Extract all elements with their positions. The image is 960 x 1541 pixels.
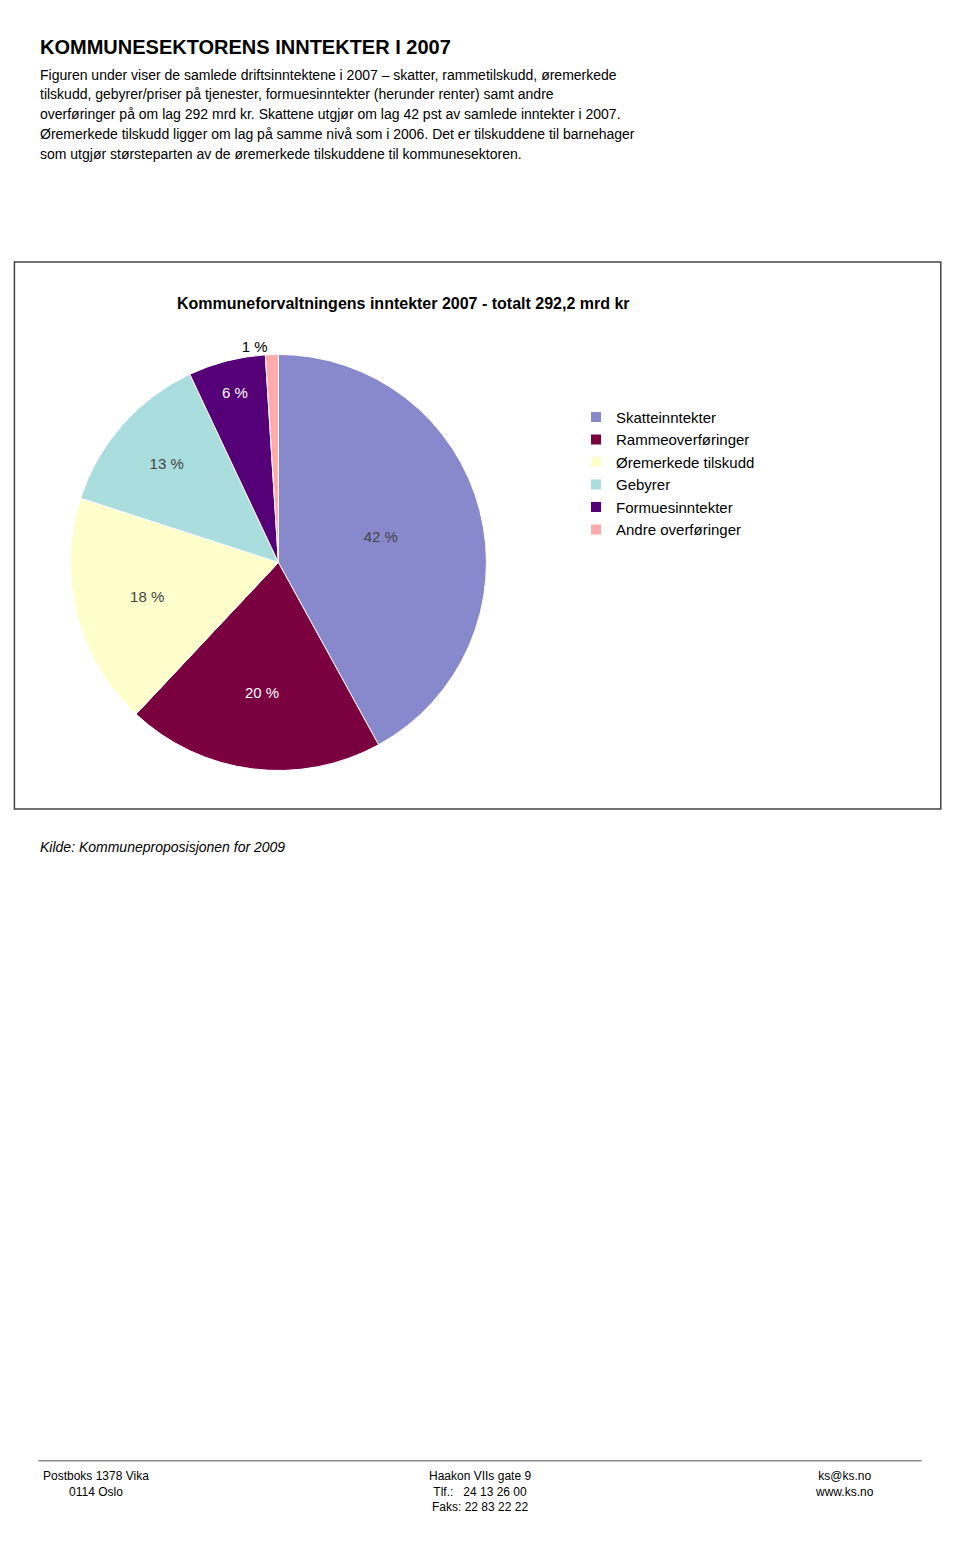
svg-text:som utgjør størsteparten av de: som utgjør størsteparten av de øremerked… [40, 146, 522, 162]
svg-text:1 %: 1 % [242, 338, 268, 355]
svg-text:KOMMUNESEKTORENS INNTEKTER I 2: KOMMUNESEKTORENS INNTEKTER I 2007 [40, 36, 451, 58]
svg-text:overføringer på om lag 292 mrd: overføringer på om lag 292 mrd kr. Skatt… [40, 106, 621, 122]
svg-text:tilskudd, gebyrer/priser på tj: tilskudd, gebyrer/priser på tjenester, f… [40, 86, 554, 102]
svg-text:18 %: 18 % [130, 588, 164, 605]
svg-text:Øremerkede tilskudd ligger om: Øremerkede tilskudd ligger om lag på sam… [40, 126, 635, 142]
svg-text:Rammeoverføringer: Rammeoverføringer [616, 431, 749, 448]
svg-text:Skatteinntekter: Skatteinntekter [616, 409, 716, 426]
svg-text:Kommuneforvaltningens inntekte: Kommuneforvaltningens inntekter 2007 - t… [177, 295, 630, 312]
svg-text:Øremerkede tilskudd: Øremerkede tilskudd [616, 454, 754, 471]
svg-text:Figuren under viser de samlede: Figuren under viser de samlede driftsinn… [40, 67, 617, 83]
svg-text:20 %: 20 % [245, 684, 279, 701]
svg-text:Haakon VIIs gate 9Tlf.: 24 1: Haakon VIIs gate 9Tlf.: 24 13 26 00Faks:… [429, 1469, 531, 1514]
svg-text:42 %: 42 % [364, 528, 398, 545]
svg-text:ks@ks.nowww.ks.no: ks@ks.nowww.ks.no [815, 1469, 874, 1499]
svg-text:Andre overføringer: Andre overføringer [616, 521, 741, 538]
svg-text:Postboks 1378 Vika0114 Oslo: Postboks 1378 Vika0114 Oslo [43, 1469, 149, 1499]
svg-text:Gebyrer: Gebyrer [616, 476, 670, 493]
svg-text:6 %: 6 % [222, 384, 248, 401]
svg-text:Formuesinntekter: Formuesinntekter [616, 499, 733, 516]
svg-text:13 %: 13 % [150, 455, 184, 472]
svg-text:Kilde: Kommuneproposisjonen fo: Kilde: Kommuneproposisjonen for 2009 [40, 839, 285, 855]
